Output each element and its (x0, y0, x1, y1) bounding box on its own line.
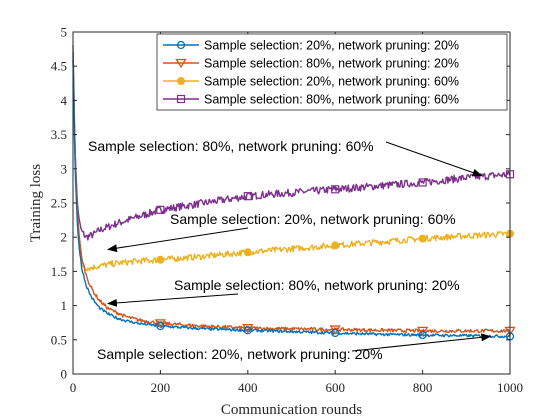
y-tick-label: 2.5 (51, 196, 67, 211)
legend-box (156, 33, 508, 111)
x-tick-label: 800 (413, 380, 433, 395)
y-axis-label: Training loss (28, 164, 44, 242)
x-tick-label: 0 (70, 380, 77, 395)
data-point-sample-selection-20-network-pruning-20-200 (156, 321, 165, 331)
legend: Sample selection: 20%, network pruning: … (156, 33, 508, 111)
legend-entry-sample-selection-80-network-pruning-20: Sample selection: 80%, network pruning: … (204, 57, 459, 71)
legend-entry-sample-selection-80-network-pruning-60: Sample selection: 80%, network pruning: … (204, 93, 459, 107)
series-line-sample-selection-80-network-pruning-60 (72, 60, 511, 241)
data-point-sample-selection-20-network-pruning-20-800 (418, 330, 427, 340)
data-point-sample-selection-80-network-pruning-20-800 (416, 326, 429, 337)
legend-marker-sample-selection-80-network-pruning-20 (175, 58, 187, 69)
data-point-sample-selection-80-network-pruning-60-200 (156, 205, 165, 214)
y-tick-label: 4 (61, 93, 68, 108)
data-point-sample-selection-80-network-pruning-60-800 (418, 178, 427, 187)
data-point-sample-selection-80-network-pruning-60-600 (331, 185, 340, 194)
x-tick-label: 600 (325, 380, 345, 395)
x-tick-label: 400 (238, 380, 258, 395)
annotation-3: Sample selection: 80%, network pruning: … (174, 277, 460, 293)
data-point-sample-selection-20-network-pruning-20-600 (331, 328, 340, 338)
annotation-1: Sample selection: 80%, network pruning: … (88, 138, 374, 154)
y-tick-label: 4.5 (51, 59, 67, 74)
data-point-sample-selection-20-network-pruning-20-400 (243, 326, 252, 335)
data-point-sample-selection-20-network-pruning-60-800 (418, 234, 427, 243)
legend-marker-sample-selection-20-network-pruning-60 (177, 77, 185, 85)
legend-entry-sample-selection-20-network-pruning-20: Sample selection: 20%, network pruning: … (204, 39, 459, 53)
legend-marker-sample-selection-80-network-pruning-60 (176, 94, 186, 104)
x-tick-label: 1000 (497, 380, 523, 395)
y-tick-label: 0.5 (51, 332, 67, 347)
legend-marker-sample-selection-20-network-pruning-20 (176, 40, 186, 50)
series-markers (154, 170, 516, 341)
y-tick-label: 0 (61, 367, 68, 382)
annotation-2: Sample selection: 20%, network pruning: … (170, 211, 456, 227)
axis-ticks: 0 200 400 600 800 1000 0 0.5 1 1.5 2 2.5 3 3.5 4 4.5 5 (51, 25, 523, 396)
annotation-arrow-2 (106, 227, 249, 253)
series-lines (72, 45, 511, 339)
y-tick-label: 5 (61, 25, 68, 40)
series-line-sample-selection-20-network-pruning-20 (72, 52, 511, 339)
y-tick-label: 2 (61, 230, 68, 245)
series-line-sample-selection-20-network-pruning-60 (72, 59, 511, 272)
data-point-sample-selection-80-network-pruning-20-400 (242, 324, 254, 334)
annotation-4: Sample selection: 20%, network pruning: … (97, 346, 383, 362)
y-tick-label: 1 (61, 298, 68, 313)
annotation-arrow-3 (106, 293, 239, 307)
data-point-sample-selection-20-network-pruning-60-200 (156, 255, 165, 264)
data-point-sample-selection-20-network-pruning-60-400 (243, 248, 252, 257)
annotations: Sample selection: 80%, network pruning: … (88, 138, 492, 362)
data-point-sample-selection-80-network-pruning-60-400 (243, 192, 252, 201)
series-line-sample-selection-80-network-pruning-20 (72, 45, 511, 334)
y-tick-label: 1.5 (51, 264, 67, 279)
y-tick-label: 3 (61, 161, 68, 176)
annotation-arrow-4 (351, 333, 492, 352)
x-tick-label: 200 (151, 380, 171, 395)
legend-entry-sample-selection-20-network-pruning-60: Sample selection: 20%, network pruning: … (204, 75, 459, 89)
data-point-sample-selection-20-network-pruning-60-600 (331, 241, 340, 250)
annotation-arrow-1 (385, 141, 483, 177)
x-axis-label: Communication rounds (221, 402, 362, 418)
y-tick-label: 3.5 (51, 127, 67, 142)
